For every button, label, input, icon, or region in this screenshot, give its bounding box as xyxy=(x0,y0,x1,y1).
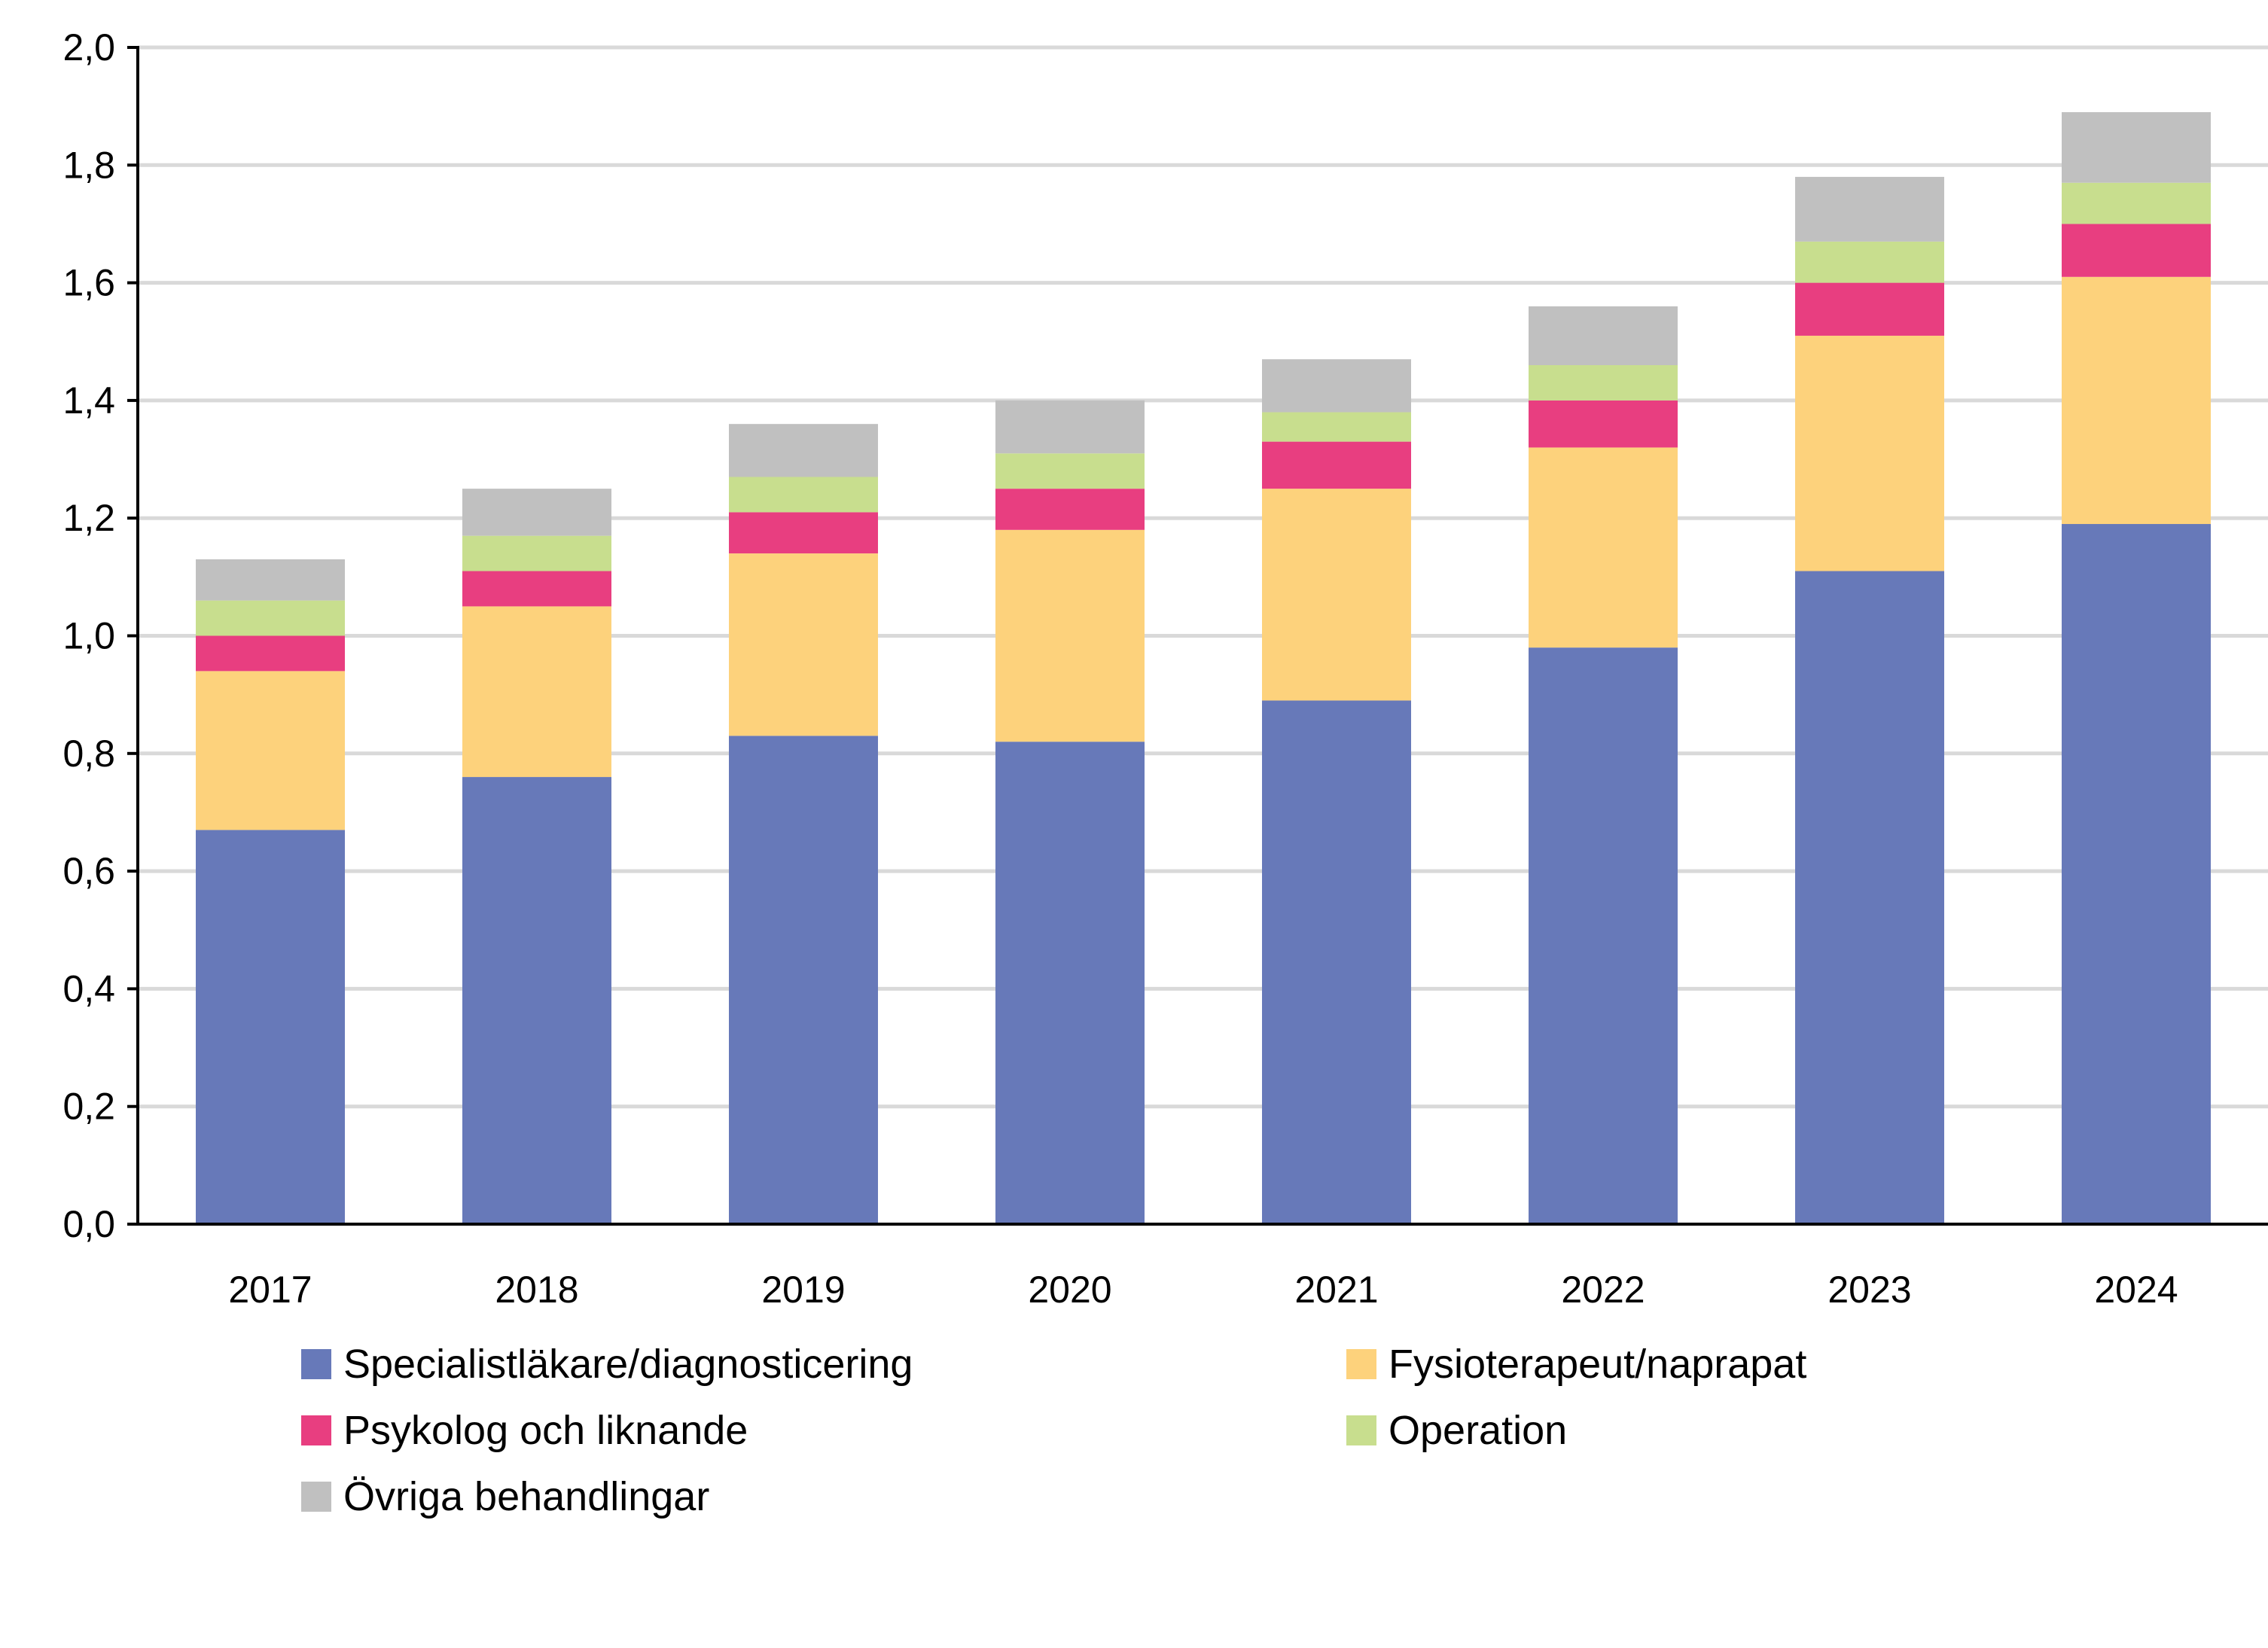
y-tick-label: 0,0 xyxy=(62,1203,115,1245)
bar-2022-series-0 xyxy=(1529,647,1678,1224)
bar-2024-series-4 xyxy=(2062,111,2211,183)
bar-2021-series-4 xyxy=(1262,359,1411,413)
x-tick-labels: 2017 2018 2019 2020 2021 2022 2023 2024 xyxy=(228,1269,2178,1311)
gridlines xyxy=(138,45,2268,1109)
bar-2020-series-1 xyxy=(995,529,1145,742)
bar-2019-series-1 xyxy=(729,553,878,736)
bar-2022-series-2 xyxy=(1529,400,1678,448)
y-tick-label: 1,4 xyxy=(62,379,115,422)
bar-2018-series-1 xyxy=(462,606,611,778)
x-tick-label: 2020 xyxy=(1028,1269,1111,1311)
bar-2017-series-4 xyxy=(196,559,345,601)
bar-2019-series-3 xyxy=(729,477,878,513)
bar-2021-series-3 xyxy=(1262,412,1411,442)
x-tick-label: 2022 xyxy=(1561,1269,1645,1311)
x-tick-label: 2021 xyxy=(1294,1269,1378,1311)
bar-2023-series-1 xyxy=(1795,335,1944,571)
x-tick-label: 2019 xyxy=(761,1269,845,1311)
bar-2024-series-2 xyxy=(2062,224,2211,277)
bar-2023-series-0 xyxy=(1795,571,1944,1224)
y-tick-label: 1,8 xyxy=(62,144,115,186)
bar-2021-series-2 xyxy=(1262,441,1411,489)
y-tick-label: 1,6 xyxy=(62,262,115,304)
bar-2023-series-4 xyxy=(1795,176,1944,242)
legend-label: Specialistläkare/diagnosticering xyxy=(343,1342,913,1387)
bar-2024-series-3 xyxy=(2062,182,2211,224)
x-tick-label: 2023 xyxy=(1828,1269,1911,1311)
bar-2023-series-3 xyxy=(1795,241,1944,283)
legend: Specialistläkare/diagnosticering Fysioter… xyxy=(301,1342,1806,1519)
bar-2021-series-1 xyxy=(1262,489,1411,701)
bar-2021-series-0 xyxy=(1262,700,1411,1224)
legend-swatch xyxy=(1346,1349,1376,1379)
legend-label: Psykolog och liknande xyxy=(343,1408,748,1453)
y-tick-label: 1,0 xyxy=(62,615,115,657)
bar-2018-series-2 xyxy=(462,571,611,607)
y-tick-label: 0,2 xyxy=(62,1086,115,1128)
bar-2024-series-0 xyxy=(2062,524,2211,1224)
bar-2018-series-4 xyxy=(462,489,611,536)
bar-2022-series-1 xyxy=(1529,447,1678,648)
bar-2020-series-4 xyxy=(995,400,1145,454)
y-tick-label: 0,4 xyxy=(62,967,115,1010)
bar-2019-series-2 xyxy=(729,512,878,554)
y-tick-labels: 0,0 0,2 0,4 0,6 0,8 1,0 1,2 1,4 1,6 1,8 2,0 xyxy=(62,26,115,1245)
legend-label: Operation xyxy=(1389,1408,1567,1453)
legend-swatch xyxy=(301,1349,331,1379)
bar-2020-series-0 xyxy=(995,742,1145,1224)
bar-2017-series-2 xyxy=(196,635,345,672)
bars xyxy=(196,111,2211,1224)
bar-2017-series-3 xyxy=(196,600,345,636)
bar-2019-series-4 xyxy=(729,424,878,477)
y-tick-label: 1,2 xyxy=(62,497,115,539)
legend-swatch xyxy=(1346,1415,1376,1445)
bar-2023-series-2 xyxy=(1795,282,1944,336)
y-tick-label: 0,6 xyxy=(62,850,115,892)
x-tick-label: 2018 xyxy=(495,1269,578,1311)
legend-label: Övriga behandlingar xyxy=(343,1474,709,1519)
bar-2018-series-3 xyxy=(462,535,611,571)
legend-label: Fysioterapeut/naprapat xyxy=(1389,1342,1806,1387)
y-tick-label: 0,8 xyxy=(62,733,115,775)
bar-2020-series-3 xyxy=(995,453,1145,489)
bar-2017-series-1 xyxy=(196,671,345,830)
bar-2024-series-1 xyxy=(2062,276,2211,525)
y-tick-label: 2,0 xyxy=(62,26,115,69)
bar-2022-series-4 xyxy=(1529,306,1678,366)
x-tick-label: 2024 xyxy=(2094,1269,2178,1311)
x-tick-label: 2017 xyxy=(228,1269,312,1311)
axes xyxy=(127,46,2268,1226)
bar-2018-series-0 xyxy=(462,777,611,1224)
bar-2020-series-2 xyxy=(995,489,1145,530)
bar-2019-series-0 xyxy=(729,736,878,1224)
bar-2017-series-0 xyxy=(196,830,345,1224)
bar-2022-series-3 xyxy=(1529,365,1678,401)
legend-swatch xyxy=(301,1482,331,1512)
legend-swatch xyxy=(301,1415,331,1445)
